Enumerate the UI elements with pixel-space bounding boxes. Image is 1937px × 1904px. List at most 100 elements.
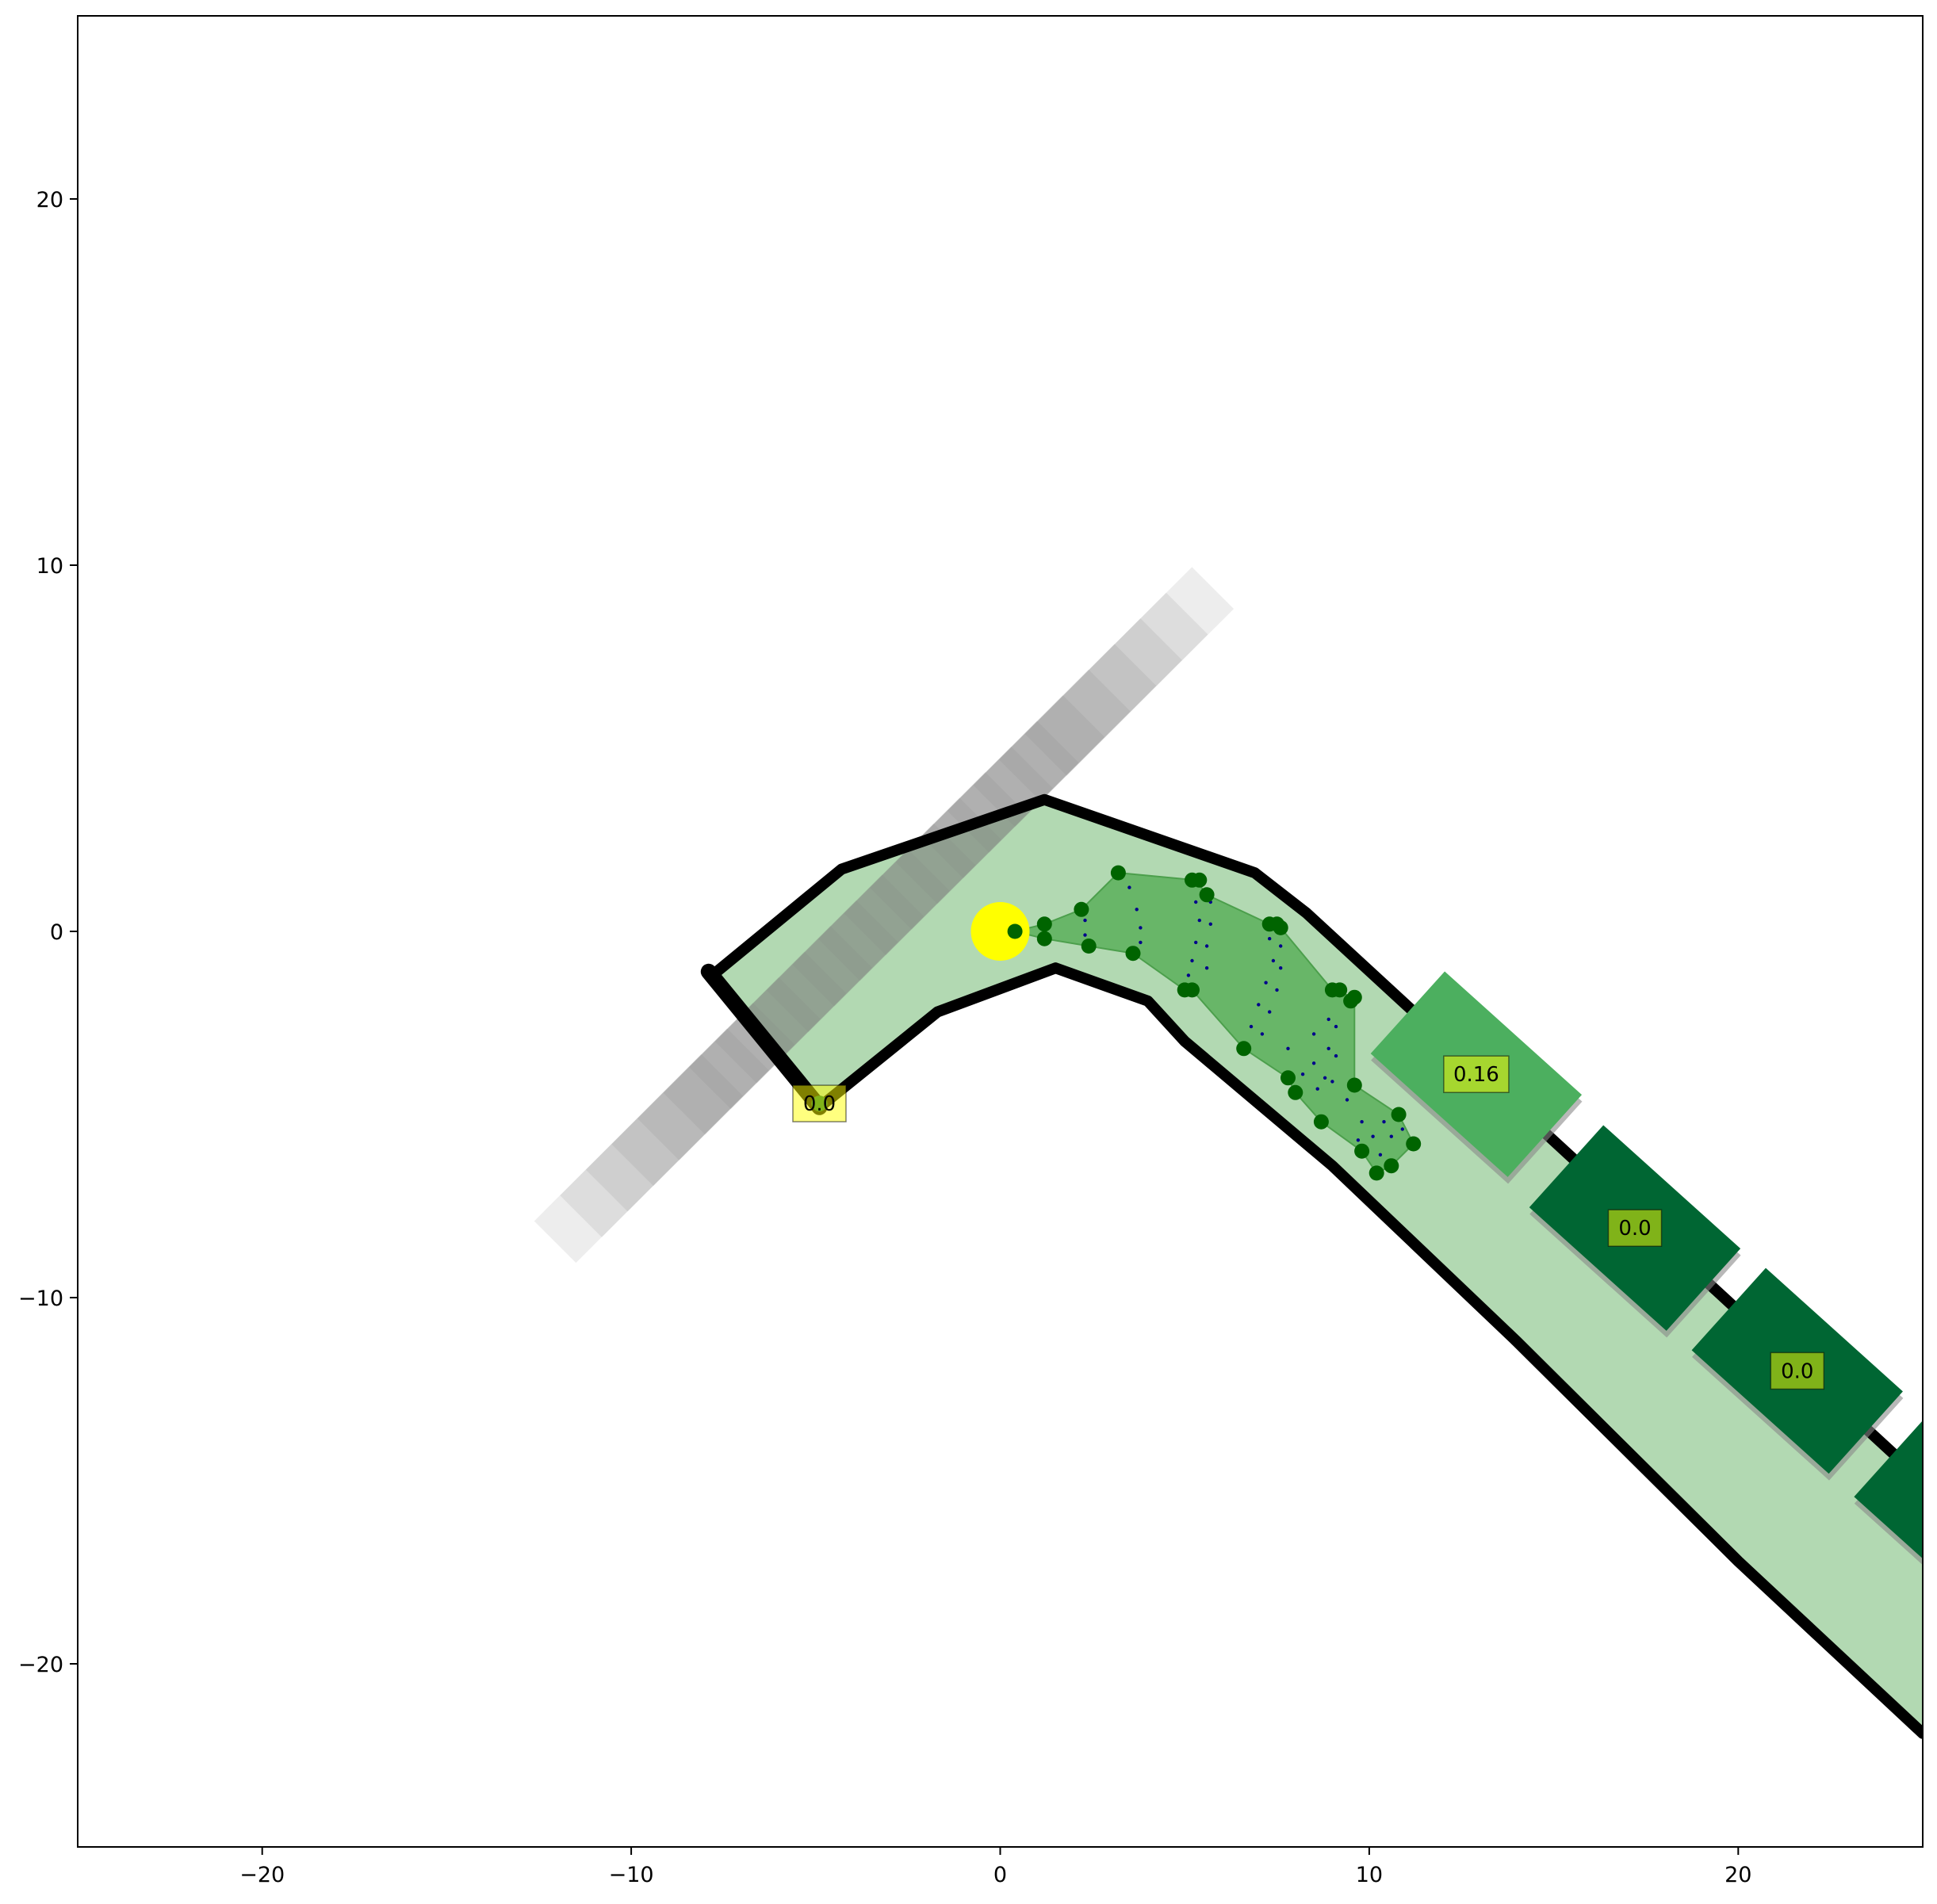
obstacle-history-box [663,926,872,1135]
y-tick-label: −10 [18,1287,63,1311]
sample-point [1083,933,1087,937]
vehicle-label: 0.0 [1618,1217,1651,1241]
y-tick-label: 20 [36,188,63,212]
sample-point [1323,1076,1327,1080]
obstacle-history-box [534,1053,744,1264]
reachable-point [1391,1107,1407,1122]
obstacle-history-box [999,592,1208,802]
sample-point [1326,1017,1330,1022]
reachable-point [1384,1158,1399,1174]
obstacle-history-box [973,618,1182,828]
sample-point [1345,1098,1349,1102]
sample-point [1389,1134,1394,1138]
sample-point [1204,944,1209,948]
reachable-point [1074,901,1089,917]
obstacle-history-box [766,823,976,1033]
sample-point [1268,1010,1272,1014]
sample-point [1271,958,1276,963]
reachable-point [1273,920,1288,935]
sample-point [1260,1032,1265,1036]
sample-point [1197,918,1202,923]
vehicle-label-box [1607,1209,1663,1247]
reachable-point [1007,923,1023,939]
obstacle-history-box [611,977,821,1187]
sample-point [1135,908,1139,912]
y-tick-label: 10 [36,554,63,579]
reachable-point [1369,1165,1384,1181]
reachable-point [1346,1077,1362,1093]
sample-point [1334,1053,1338,1058]
sample-point [1334,1024,1338,1029]
reachable-point [1125,946,1141,962]
reachable-point [1185,982,1200,998]
sample-point [1311,1061,1316,1065]
sample-point [1311,1032,1316,1036]
reachable-point [1236,1041,1252,1057]
sample-point [1371,1134,1375,1138]
lane-boundary [813,962,1923,1739]
reachable-point [1313,1114,1329,1130]
obstacle-history-box [689,900,898,1110]
sample-point [1208,922,1213,927]
x-tick-label: 10 [1356,1863,1383,1887]
sample-point [1204,966,1209,970]
reachable-point [1199,887,1215,903]
sample-point [1400,1127,1405,1131]
reachable-point [1288,1084,1303,1100]
sample-point [1330,1080,1334,1084]
obstacle-history-box [560,1028,769,1237]
sample-point [1190,958,1194,963]
vehicle-label-box [792,1084,847,1122]
sample-point [1326,1046,1330,1051]
sample-point [1194,900,1198,904]
vehicle-label: 0.0 [1781,1359,1813,1383]
sample-point [1356,1138,1361,1142]
lane-boundary [700,963,828,1115]
x-tick-label: −20 [239,1863,285,1887]
y-tick-label: −20 [18,1653,63,1677]
vehicle-label-box [1443,1055,1510,1093]
reachable-point [1192,872,1208,888]
obstacle-history-box [844,746,1054,956]
lane-boundary [706,793,1923,1486]
obstacle-history-box [585,1003,795,1212]
obstacle-history-box [792,797,1001,1007]
vehicle-label-box [1770,1352,1825,1390]
reachable-point [1346,989,1362,1005]
sample-point [1264,981,1268,984]
sample-point [1249,1024,1254,1029]
ego-vehicle [970,902,1030,961]
sample-point [1268,937,1272,941]
x-tick-label: 20 [1725,1863,1751,1887]
sample-point [1378,1153,1383,1157]
reachable-point [1036,916,1052,932]
plot-layer: 0.0 0.16 0.0 0.0 [534,567,1923,1739]
sample-point [1139,940,1143,945]
axis-layer: −20 −10 0 10 20 20 10 0 −10 −20 [18,188,1751,1887]
vehicle-label: 0.0 [803,1092,836,1116]
obstacle-history-box [895,695,1105,904]
sample-point [1300,1072,1305,1076]
sample-point [1286,1046,1290,1051]
x-tick-label: 0 [993,1863,1007,1887]
reachable-point [1036,931,1052,946]
sample-point [1194,940,1198,945]
reachable-point [1354,1143,1370,1159]
sample-point [1139,926,1143,930]
sample-point [1127,885,1131,889]
sample-point [1083,918,1087,923]
obstacle-history-box [947,644,1157,853]
vehicle [1854,1414,1923,1620]
sample-point [1382,1120,1386,1124]
sample-point [1279,944,1283,948]
obstacle-history-box [637,951,847,1160]
x-tick-label: −10 [609,1863,654,1887]
reachable-point [1110,865,1126,881]
sample-point [1360,1120,1364,1124]
sample-point [1275,988,1279,992]
obstacle-history-box [741,849,950,1058]
reachable-point [1406,1136,1422,1152]
sample-point [1315,1087,1319,1091]
